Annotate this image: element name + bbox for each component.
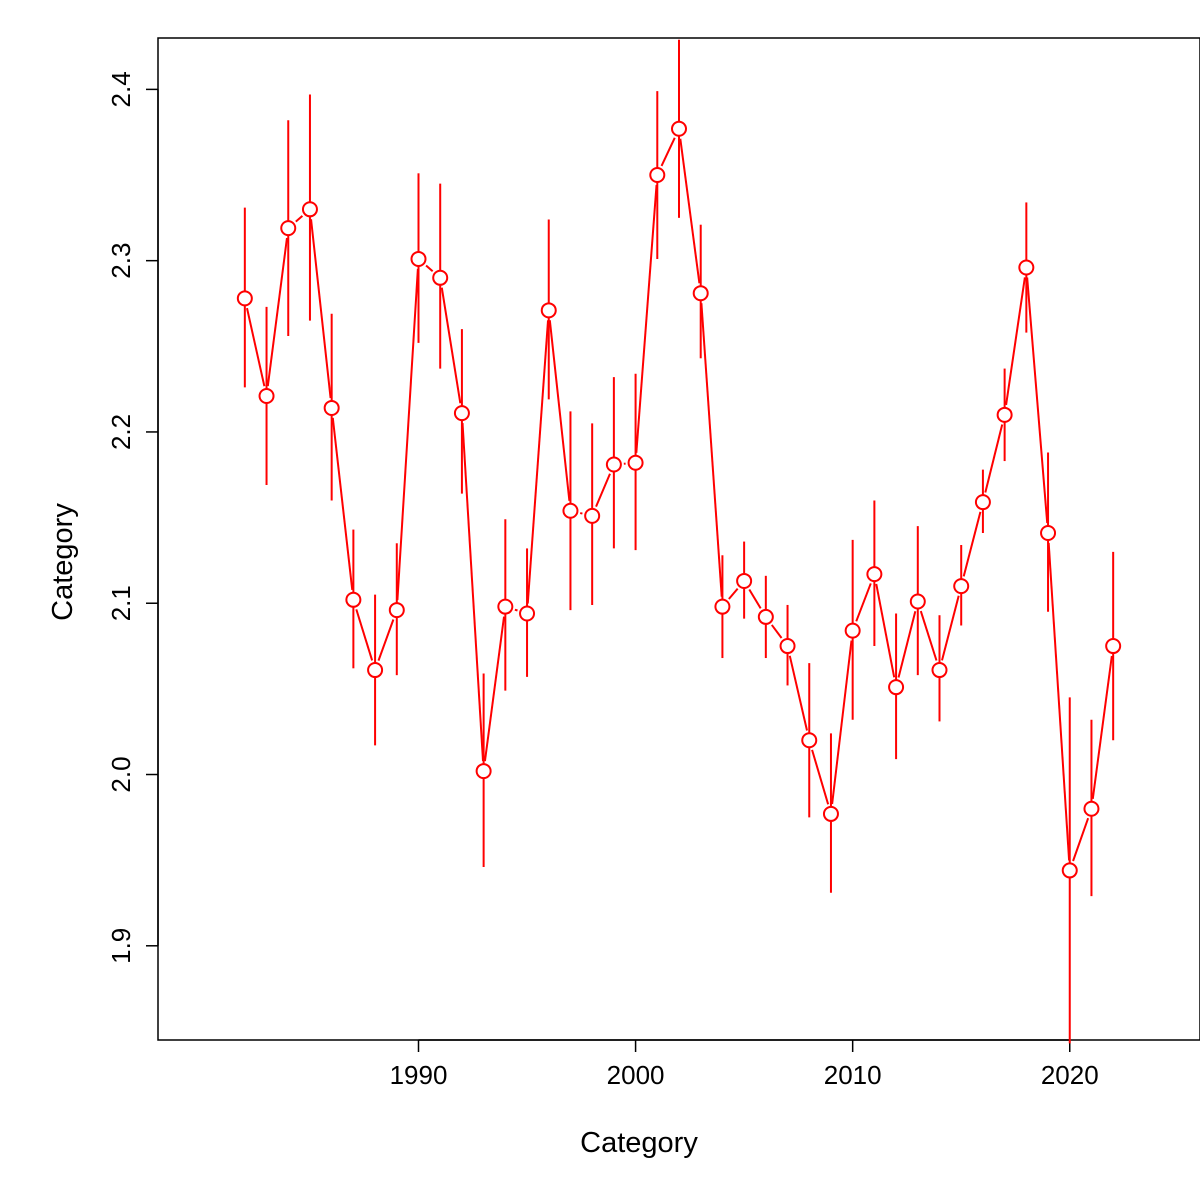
data-point (931, 662, 948, 679)
data-point (953, 578, 970, 595)
line-segment (1005, 277, 1026, 406)
line-segment (1072, 817, 1090, 862)
data-point (757, 608, 774, 625)
data-point (1083, 800, 1100, 817)
x-tick-label: 2020 (1041, 1060, 1099, 1090)
line-segment (962, 511, 982, 577)
data-point (519, 605, 536, 622)
line-segment (700, 303, 723, 597)
data-point (367, 662, 384, 679)
x-tick-label: 2010 (824, 1060, 882, 1090)
y-tick-label: 2.1 (106, 585, 136, 621)
line-segment (728, 587, 739, 600)
line-segment (483, 616, 506, 762)
data-point (671, 120, 687, 137)
data-point (888, 679, 905, 696)
data-point (779, 638, 796, 655)
line-segment (246, 307, 266, 387)
data-points (236, 120, 1122, 879)
data-point (974, 494, 991, 511)
y-axis-label: Category (47, 503, 79, 621)
data-point (345, 591, 362, 608)
y-tick-label: 2.3 (106, 243, 136, 279)
line-segment (377, 619, 395, 661)
line-segment (941, 595, 960, 661)
x-axis: 1990 2000 2010 2020 (390, 1039, 1099, 1090)
data-point (236, 290, 253, 307)
x-tick-label: 2000 (607, 1060, 665, 1090)
line-segment (396, 268, 419, 601)
data-point (410, 250, 427, 267)
data-point (844, 622, 861, 639)
line-segment (897, 610, 917, 678)
line-segment (331, 417, 354, 590)
data-point (562, 502, 579, 519)
data-point (909, 593, 926, 610)
y-axis: 1.9 2.0 2.1 2.2 2.3 2.4 (106, 71, 159, 964)
line-segment (548, 320, 571, 501)
line-segment (310, 219, 332, 399)
line-segment (579, 512, 583, 515)
line-segment (514, 608, 518, 612)
line-segment (1091, 655, 1113, 799)
line-segment (266, 237, 288, 387)
line-segment (461, 423, 485, 762)
line-segment (919, 610, 938, 661)
data-point (301, 201, 318, 218)
data-point (388, 602, 405, 619)
data-point (692, 285, 709, 302)
line-segment (660, 137, 676, 167)
y-tick-label: 2.4 (106, 71, 136, 107)
data-point (714, 598, 731, 615)
line-segment (355, 609, 374, 661)
y-tick-label: 2.0 (106, 756, 136, 792)
data-point (801, 732, 818, 749)
y-tick-label: 2.2 (106, 414, 136, 450)
line-segment (748, 589, 762, 609)
line-segment (1026, 277, 1049, 524)
data-point (649, 167, 666, 184)
line-segment (1047, 542, 1071, 861)
line-segment (984, 424, 1004, 493)
data-point (475, 763, 492, 780)
error-bars (243, 39, 1115, 1044)
line-segment (526, 320, 550, 604)
data-point (996, 406, 1013, 423)
line-segment (595, 473, 611, 508)
data-point (736, 572, 753, 589)
data-point (866, 566, 883, 583)
data-point (627, 454, 644, 471)
line-segment (635, 184, 658, 453)
x-axis-label: Category (580, 1127, 698, 1159)
line-segment (425, 264, 434, 272)
line-segment (831, 640, 853, 805)
data-point (1061, 862, 1078, 879)
line-segment (855, 583, 872, 622)
y-tick-label: 1.9 (106, 928, 136, 964)
data-point (584, 507, 601, 524)
line-segment (295, 215, 304, 223)
line-segment (875, 583, 896, 678)
series-line (246, 137, 1113, 862)
x-tick-label: 1990 (390, 1060, 448, 1090)
data-point (1018, 259, 1035, 276)
data-point (280, 220, 297, 237)
data-point (540, 302, 557, 319)
data-point (822, 805, 839, 822)
line-segment (440, 287, 462, 404)
data-point (432, 269, 449, 286)
data-point (1105, 638, 1122, 655)
data-point (323, 399, 340, 416)
line-segment (811, 749, 830, 805)
line-segment (788, 655, 808, 731)
data-point (605, 456, 622, 473)
data-point (453, 405, 470, 422)
data-point (497, 598, 514, 615)
data-point (258, 387, 275, 404)
line-segment (679, 138, 701, 284)
line-segment (771, 624, 783, 639)
data-point (1040, 525, 1057, 542)
